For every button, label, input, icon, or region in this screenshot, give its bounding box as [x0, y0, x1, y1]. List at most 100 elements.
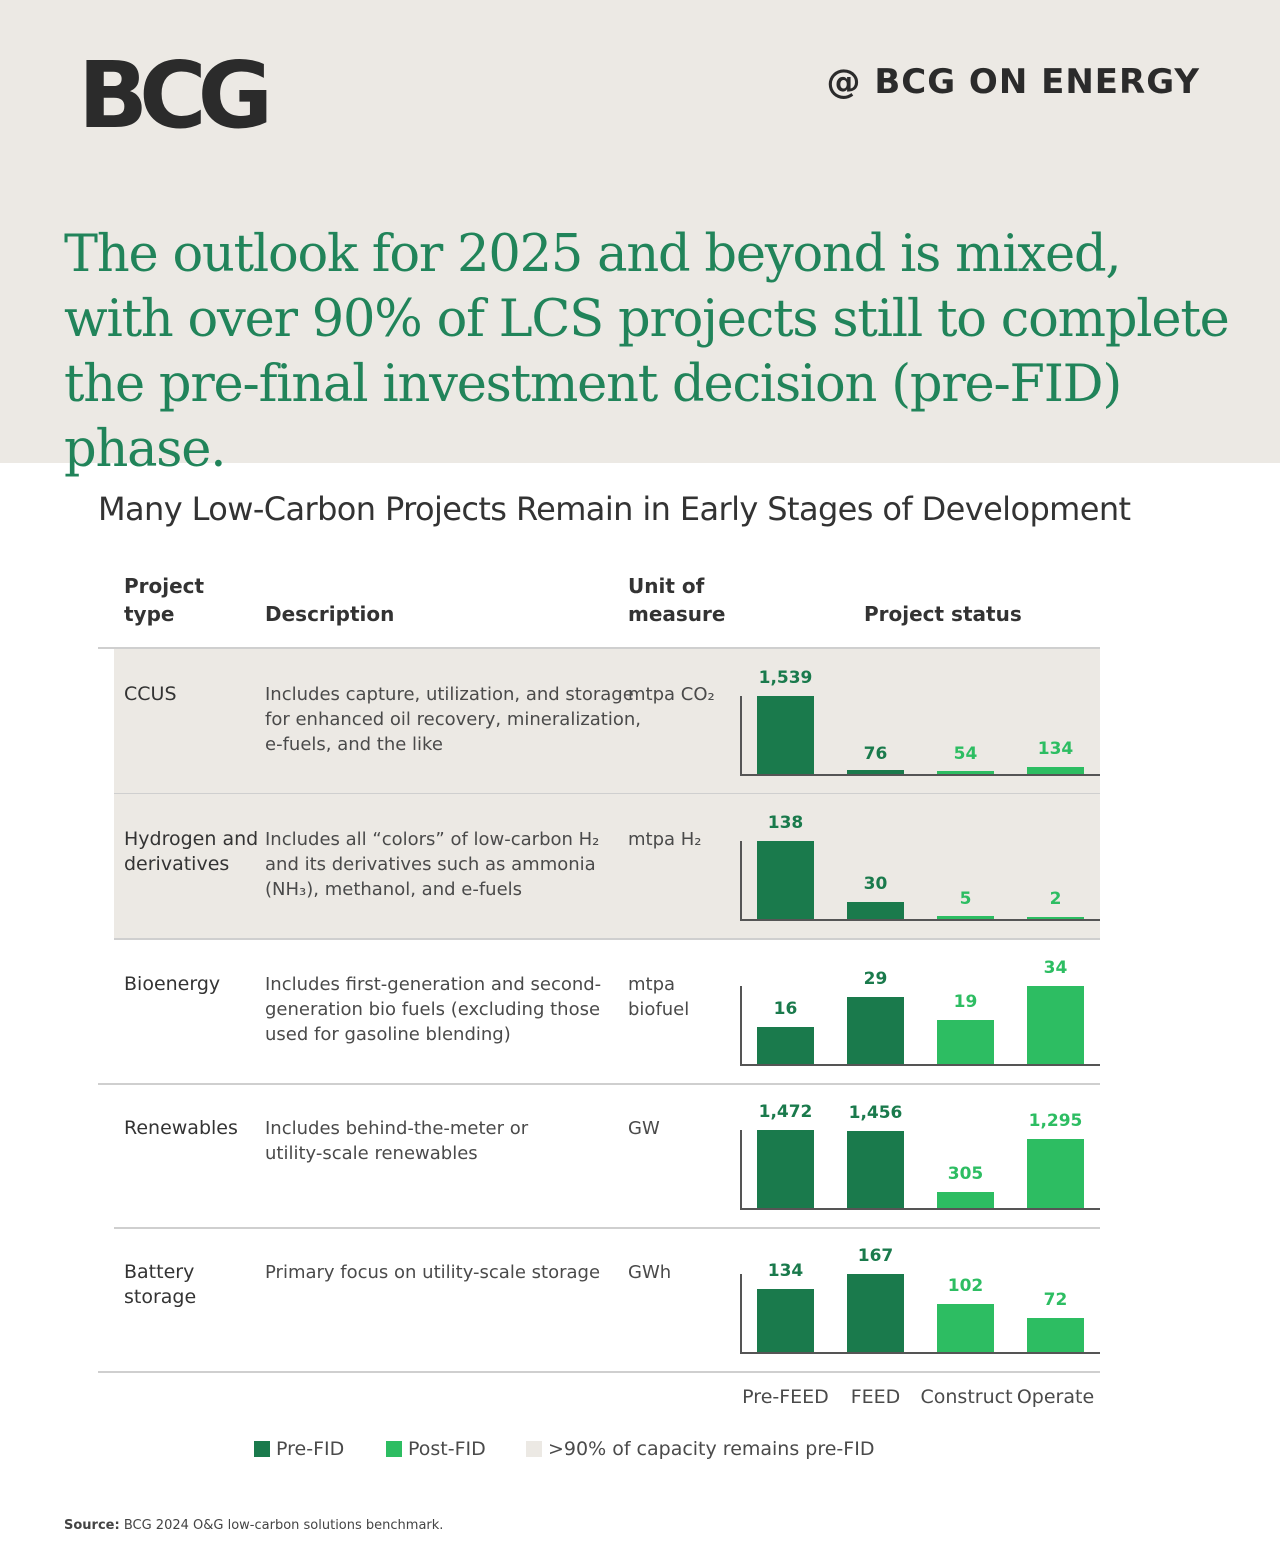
chart-title: Many Low-Carbon Projects Remain in Early… [98, 490, 1131, 528]
column-header-description: Description [265, 602, 395, 626]
description-line: (NH₃), methanol, and e-fuels [265, 879, 523, 900]
bar-operate [1027, 986, 1084, 1064]
bar-value-label: 134 [767, 1261, 804, 1281]
project-type-cell: Hydrogen and derivatives [124, 827, 258, 877]
stage-label-construct: Construct [920, 1386, 1013, 1408]
column-header-unit: Unit of measure [628, 572, 725, 628]
project-type-line: Bioenergy [124, 973, 221, 995]
description-line: Includes all “colors” of low-carbon H₂ [265, 829, 600, 850]
stage-label-feed: FEED [850, 1386, 901, 1408]
description-line: Includes capture, utilization, and stora… [265, 684, 634, 705]
bcg-on-energy-handle: @ BCG ON ENERGY [826, 62, 1200, 102]
unit-cell: mtpa CO₂ [628, 682, 715, 707]
bar-construct [937, 1192, 994, 1208]
headline: The outlook for 2025 and beyond is mixed… [64, 225, 1230, 479]
legend-swatch [386, 1441, 402, 1457]
bar-feed [847, 902, 904, 919]
unit-line: GWh [628, 1262, 672, 1283]
bar-operate [1027, 1139, 1084, 1208]
bar-construct [937, 771, 994, 774]
source-text: BCG 2024 O&G low-carbon solutions benchm… [123, 1518, 444, 1533]
chart-x-axis [740, 1064, 1100, 1066]
description-line: Includes first-generation and second- [265, 974, 602, 995]
bar-feed [847, 1131, 904, 1208]
bcg-logo: BCG [78, 42, 273, 149]
description-cell: Includes behind-the-meter or utility-scal… [265, 1116, 528, 1166]
project-type-cell: CCUS [124, 682, 177, 707]
column-header-project-type: Project type [124, 572, 204, 628]
description-line: generation bio fuels (excluding those [265, 999, 601, 1020]
bar-pre-feed [757, 1130, 814, 1208]
project-type-line: Battery [124, 1261, 195, 1283]
bar-operate [1027, 1318, 1084, 1352]
unit-cell: mtpa biofuel [628, 972, 689, 1022]
row-separator [98, 1371, 1100, 1373]
column-header-unit-line-2: measure [628, 602, 726, 626]
description-line: utility-scale renewables [265, 1143, 478, 1164]
bar-value-label: 29 [863, 969, 888, 989]
row-separator [98, 1083, 1100, 1085]
bar-value-label: 138 [767, 813, 804, 833]
description-line: Primary focus on utility-scale storage [265, 1262, 601, 1283]
description-line: Includes behind-the-meter or [265, 1118, 529, 1139]
project-type-line: Hydrogen and [124, 828, 259, 850]
bar-value-label: 30 [863, 874, 888, 894]
bar-feed [847, 997, 904, 1064]
unit-cell: GW [628, 1116, 660, 1141]
description-line: used for gasoline blending) [265, 1024, 511, 1045]
bar-value-label: 76 [863, 744, 888, 764]
bar-pre-feed [757, 696, 814, 774]
unit-line: mtpa CO₂ [628, 684, 715, 705]
bar-value-label: 54 [953, 744, 978, 764]
chart-y-axis [740, 986, 742, 1065]
stage-label-operate: Operate [1016, 1386, 1095, 1408]
bar-value-label: 102 [947, 1276, 984, 1296]
bar-value-label: 1,295 [1028, 1111, 1083, 1131]
legend-label: Pre-FID [276, 1438, 345, 1460]
bar-operate [1027, 917, 1084, 919]
project-type-line: derivatives [124, 853, 230, 875]
unit-line: biofuel [628, 999, 690, 1020]
bar-feed [847, 770, 904, 774]
project-type-line: Renewables [124, 1117, 238, 1139]
chart-x-axis [740, 1208, 1100, 1210]
legend-item: Post-FID [386, 1438, 486, 1460]
source-label: Source: [64, 1518, 120, 1533]
legend-label: Post-FID [408, 1438, 486, 1460]
bar-construct [937, 1304, 994, 1352]
unit-cell: GWh [628, 1260, 671, 1285]
legend-item: >90% of capacity remains pre-FID [526, 1438, 874, 1460]
description-line: for enhanced oil recovery, mineralizatio… [265, 709, 641, 730]
bar-value-label: 2 [1049, 889, 1062, 909]
header-banner: BCG @ BCG ON ENERGY The outlook for 2025… [0, 0, 1280, 479]
description-cell: Primary focus on utility-scale storage [265, 1260, 600, 1285]
description-cell: Includes capture, utilization, and stora… [265, 682, 641, 757]
highlight-background [114, 649, 1100, 793]
legend-swatch [254, 1441, 270, 1457]
bar-pre-feed [757, 1027, 814, 1064]
row-separator [114, 1227, 1100, 1229]
unit-line: GW [628, 1118, 660, 1139]
column-header-project-status: Project status [864, 602, 1022, 626]
unit-cell: mtpa H₂ [628, 827, 702, 852]
description-line: and its derivatives such as ammonia [265, 854, 596, 875]
unit-line: mtpa [628, 974, 676, 995]
bar-value-label: 34 [1043, 958, 1068, 978]
legend-item: Pre-FID [254, 1438, 344, 1460]
chart-y-axis [740, 696, 742, 775]
legend-swatch [526, 1441, 542, 1457]
chart-x-axis [740, 774, 1100, 776]
column-header-project-type-line-1: Project [124, 574, 205, 598]
column-header-unit-line-1: Unit of [628, 574, 705, 598]
bar-value-label: 19 [953, 992, 978, 1012]
project-type-cell: Battery storage [124, 1260, 196, 1310]
bar-value-label: 1,456 [848, 1103, 903, 1123]
chart-x-axis [740, 1352, 1100, 1354]
description-line: e-fuels, and the like [265, 734, 443, 755]
bar-feed [847, 1274, 904, 1352]
bar-value-label: 305 [947, 1164, 984, 1184]
bar-value-label: 1,472 [758, 1102, 813, 1122]
unit-line: mtpa H₂ [628, 829, 702, 850]
bar-value-label: 1,539 [758, 668, 813, 688]
column-header-project-type-line-2: type [124, 602, 175, 626]
